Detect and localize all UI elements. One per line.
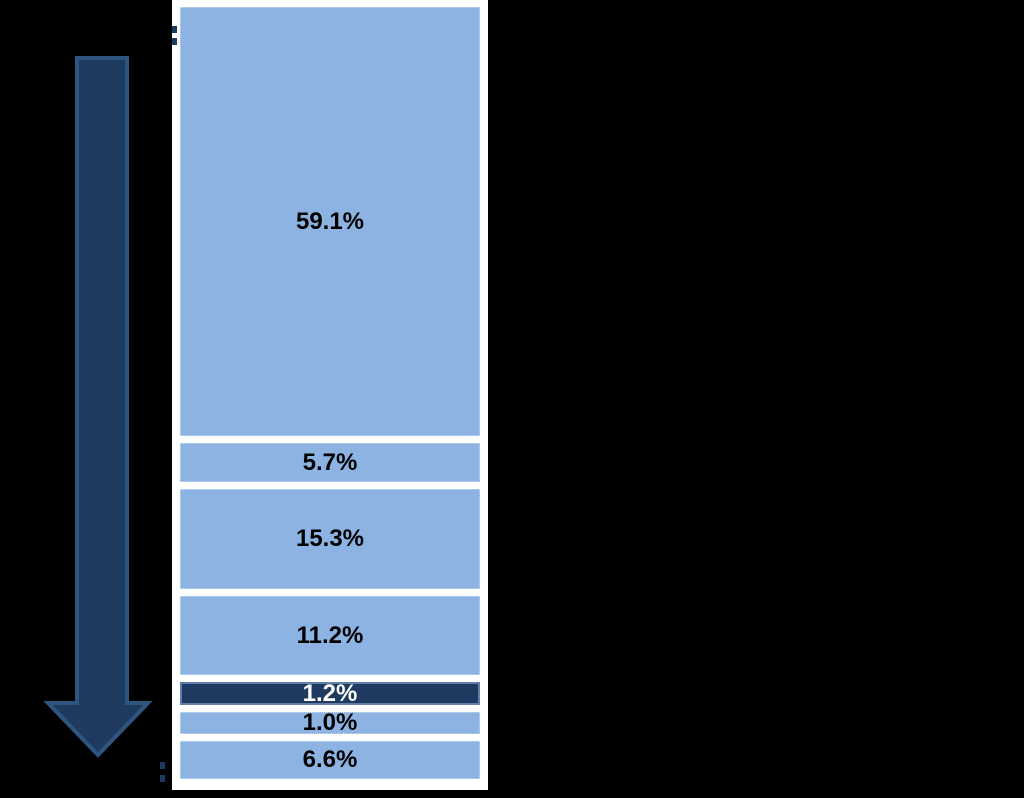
tick-mark-fragment	[160, 762, 165, 769]
tick-mark-fragment	[172, 38, 177, 45]
bar-segment: 15.3%	[180, 489, 480, 589]
bar-segment: 59.1%	[180, 7, 480, 436]
tick-mark-fragment	[160, 775, 165, 782]
bar-segment: 5.7%	[180, 443, 480, 482]
stacked-bar-column: 59.1% 5.7% 15.3% 11.2% 1.2% 1.0% 6.6%	[180, 7, 480, 779]
bar-segment: 11.2%	[180, 596, 480, 675]
segment-value-label: 15.3%	[295, 525, 365, 552]
segment-value-label: 5.7%	[302, 448, 358, 476]
bar-segment: 1.2%	[180, 679, 480, 707]
bar-segment: 6.6%	[180, 741, 480, 779]
tick-mark-fragment	[172, 26, 177, 33]
chart-plot-area: 59.1% 5.7% 15.3% 11.2% 1.2% 1.0% 6.6%	[172, 0, 488, 790]
segment-value-label: 11.2%	[296, 621, 364, 649]
bar-segment: 1.0%	[180, 709, 480, 736]
segment-value-label: 59.1%	[295, 207, 365, 235]
down-arrow-shape	[43, 56, 153, 758]
down-arrow-icon	[43, 56, 153, 758]
segment-value-label: 1.0%	[302, 709, 358, 736]
segment-value-label: 6.6%	[302, 746, 358, 773]
segment-value-label: 1.2%	[302, 679, 358, 707]
